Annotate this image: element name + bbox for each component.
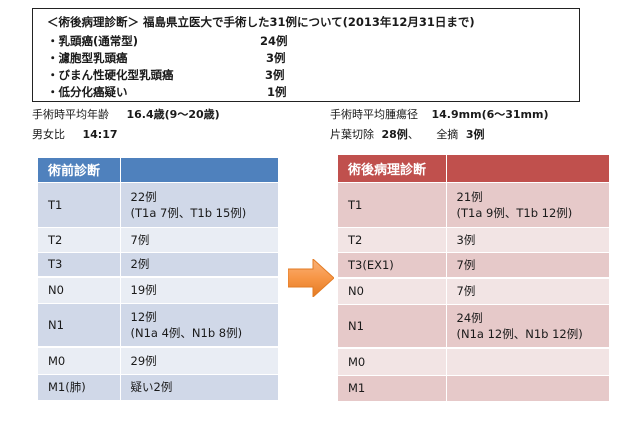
stat-age-label: 手術時平均年齢 bbox=[32, 108, 109, 121]
detail-cell: (T1a 9例、T1b 12例) bbox=[456, 205, 573, 220]
value-cell bbox=[446, 347, 609, 375]
summary-item-label: ・低分化癌疑い bbox=[47, 85, 128, 99]
stat-tumor: 手術時平均腫瘍径 14.9mm(6～31mm) bbox=[330, 106, 549, 122]
table-row: T3 2例 bbox=[38, 251, 278, 277]
stat-sex: 男女比 14:17 bbox=[32, 126, 118, 142]
right-arrow-icon bbox=[288, 259, 334, 297]
stage-cell: N0 bbox=[38, 276, 121, 303]
postop-table: 術後病理診断 T1 21例 (T1a 9例、T1b 12例) T2 3例 T3(E… bbox=[338, 155, 609, 401]
stat-sex-value: 14:17 bbox=[82, 128, 118, 141]
preop-table: 術前診断 T1 22例 (T1a 7例、T1b 15例) T2 7例 T3 2例 … bbox=[38, 158, 278, 400]
summary-item-value: 1例 bbox=[267, 85, 287, 99]
value-cell: 21例 bbox=[456, 189, 483, 204]
table-row: M1(肺) 疑い2例 bbox=[38, 373, 278, 400]
summary-item-value: 3例 bbox=[265, 68, 285, 82]
summary-item-label: ・びまん性硬化型乳頭癌 bbox=[47, 68, 174, 82]
summary-title: ＜術後病理診断＞ 福島県立医大で手術した31例について(2013年12月31日ま… bbox=[47, 15, 475, 29]
value-cell: 7例 bbox=[446, 277, 609, 304]
table-row: N0 7例 bbox=[338, 277, 609, 304]
table-row: T1 22例 (T1a 7例、T1b 15例) bbox=[38, 181, 278, 227]
stat-surgery-total-value: 3例 bbox=[465, 128, 485, 141]
preop-table-header: 術前診断 bbox=[38, 158, 278, 182]
value-cell: 19例 bbox=[120, 276, 278, 303]
stage-cell: T2 bbox=[38, 226, 121, 252]
preop-header-label: 術前診断 bbox=[38, 158, 121, 182]
stat-surgery-lobe-value: 28例 bbox=[381, 128, 408, 141]
stat-surgery-separator: 、 bbox=[407, 128, 419, 141]
stat-surgery-lobe-label: 片葉切除 bbox=[330, 128, 374, 141]
table-row: N1 12例 (N1a 4例、N1b 8例) bbox=[38, 302, 278, 347]
stage-cell: T3 bbox=[38, 251, 121, 277]
postop-header-label: 術後病理診断 bbox=[338, 155, 447, 182]
stat-tumor-label: 手術時平均腫瘍径 bbox=[330, 108, 418, 121]
summary-item-value: 24例 bbox=[260, 34, 288, 48]
stat-age: 手術時平均年齢 16.4歳(9～20歳) bbox=[32, 106, 220, 122]
table-row: T1 21例 (T1a 9例、T1b 12例) bbox=[338, 181, 609, 227]
stat-sex-label: 男女比 bbox=[32, 128, 65, 141]
table-row: M0 bbox=[338, 347, 609, 375]
table-row: M0 29例 bbox=[38, 346, 278, 374]
value-cell: 2例 bbox=[120, 251, 278, 277]
stage-cell: M1 bbox=[338, 374, 447, 401]
summary-item-label: ・濾胞型乳頭癌 bbox=[47, 51, 128, 65]
value-cell: 7例 bbox=[446, 251, 609, 278]
value-cell: 24例 bbox=[456, 310, 483, 325]
stage-cell: M0 bbox=[38, 346, 121, 374]
stage-cell: T1 bbox=[38, 181, 121, 227]
stat-age-value: 16.4歳(9～20歳) bbox=[126, 108, 220, 121]
value-cell: 29例 bbox=[120, 346, 278, 374]
stage-cell: T3(EX1) bbox=[338, 251, 447, 278]
summary-box: ＜術後病理診断＞ 福島県立医大で手術した31例について(2013年12月31日ま… bbox=[32, 8, 580, 102]
value-cell bbox=[446, 374, 609, 401]
stat-tumor-value: 14.9mm(6～31mm) bbox=[431, 108, 549, 121]
summary-item-label: ・乳頭癌(通常型) bbox=[47, 34, 139, 48]
stage-cell: M1(肺) bbox=[38, 373, 121, 400]
stat-surgery: 片葉切除 28例、 全摘 3例 bbox=[330, 126, 484, 142]
value-cell: 疑い2例 bbox=[120, 373, 278, 400]
detail-cell: (N1a 12例、N1b 12例) bbox=[456, 326, 583, 341]
stage-cell: M0 bbox=[338, 347, 447, 375]
summary-item-value: 3例 bbox=[266, 51, 286, 65]
detail-cell: (T1a 7例、T1b 15例) bbox=[130, 205, 247, 220]
value-cell: 7例 bbox=[120, 226, 278, 252]
value-cell: 3例 bbox=[446, 226, 609, 252]
table-row: N1 24例 (N1a 12例、N1b 12例) bbox=[338, 303, 609, 348]
stage-cell: T2 bbox=[338, 226, 447, 252]
stage-cell: T1 bbox=[338, 181, 447, 227]
table-row: T2 3例 bbox=[338, 226, 609, 252]
stage-cell: N1 bbox=[338, 303, 447, 348]
value-cell: 12例 bbox=[130, 309, 157, 324]
postop-table-header: 術後病理診断 bbox=[338, 155, 609, 182]
table-row: T2 7例 bbox=[38, 226, 278, 252]
table-row: N0 19例 bbox=[38, 276, 278, 303]
table-row: M1 bbox=[338, 374, 609, 401]
stage-cell: N1 bbox=[38, 302, 121, 347]
table-row: T3(EX1) 7例 bbox=[338, 251, 609, 278]
detail-cell: (N1a 4例、N1b 8例) bbox=[130, 325, 243, 340]
value-cell: 22例 bbox=[130, 189, 157, 204]
stage-cell: N0 bbox=[338, 277, 447, 304]
stat-surgery-total-label: 全摘 bbox=[436, 128, 459, 141]
